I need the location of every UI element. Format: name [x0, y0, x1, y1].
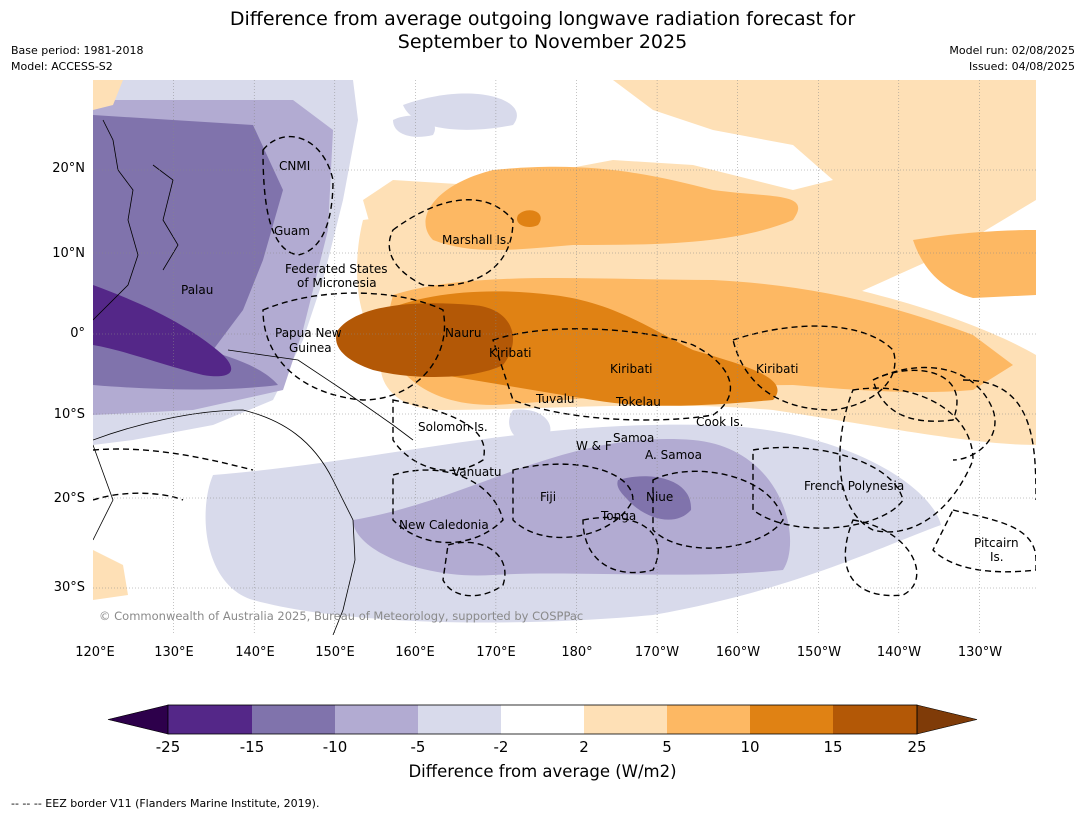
- title-line-1: Difference from average outgoing longwav…: [229, 8, 856, 30]
- eez-borders: [93, 135, 1036, 597]
- label-wallis-futuna: W & F: [576, 439, 612, 453]
- coastlines: [93, 119, 414, 635]
- meta-left: Base period: 1981-2018 Model: ACCESS-S2: [11, 43, 143, 75]
- label-pitcairn-2: Is.: [990, 550, 1004, 564]
- lat-label-20n: 20°N: [52, 161, 85, 176]
- label-palau: Palau: [181, 283, 214, 297]
- lon-label-120e: 120°E: [75, 645, 115, 660]
- colorbar-tick: -10: [322, 738, 348, 756]
- lat-label-10s: 10°S: [53, 407, 85, 422]
- colorbar-swatch-7: [667, 705, 750, 734]
- model-name: Model: ACCESS-S2: [11, 60, 113, 73]
- anomaly-fill-deep-purple: [93, 285, 232, 377]
- lon-label-170w: 170°W: [634, 645, 680, 660]
- label-american-samoa: A. Samoa: [645, 448, 702, 462]
- anomaly-fill-dark-orange: [336, 303, 513, 377]
- label-nauru: Nauru: [445, 326, 482, 340]
- colorbar-label: Difference from average (W/m2): [408, 762, 677, 781]
- copyright-notice: © Commonwealth of Australia 2025, Bureau…: [99, 609, 584, 623]
- colorbar-tick: 10: [740, 738, 760, 756]
- colorbar-tick: 25: [907, 738, 927, 756]
- colorbar-swatch-6: [584, 705, 667, 734]
- colorbar-swatch-9: [833, 705, 917, 734]
- colorbar-swatch-4: [418, 705, 501, 734]
- colorbar-tick: -5: [410, 738, 426, 756]
- lon-label-150w: 150°W: [796, 645, 842, 660]
- colorbar-tick: 5: [662, 738, 672, 756]
- lon-label-130w: 130°W: [957, 645, 1003, 660]
- colorbar-tick: -25: [155, 738, 181, 756]
- lon-label-180: 180°: [561, 645, 593, 660]
- lon-label-170e: 170°E: [476, 645, 516, 660]
- lat-label-equator: 0°: [70, 326, 85, 341]
- label-samoa: Samoa: [613, 431, 655, 445]
- label-solomon-islands: Solomon Is.: [418, 420, 488, 434]
- lat-label-30s: 30°S: [53, 580, 85, 595]
- colorbar-swatch-3: [335, 705, 418, 734]
- label-micronesia-2: of Micronesia: [297, 276, 377, 290]
- label-kiribati-west: Kiribati: [489, 346, 532, 360]
- label-png-2: Guinea: [289, 341, 332, 355]
- colorbar-tick: -2: [493, 738, 509, 756]
- label-french-polynesia: French Polynesia: [804, 479, 905, 493]
- colorbar-swatch-1: [168, 705, 252, 734]
- lat-label-10n: 10°N: [52, 246, 85, 261]
- colorbar-tick: 15: [823, 738, 843, 756]
- label-png-1: Papua New: [275, 326, 342, 340]
- eez-footnote: -- -- -- EEZ border V11 (Flanders Marine…: [11, 797, 320, 810]
- map-area[interactable]: CNMI Guam Marshall Is. Federated States …: [93, 80, 1036, 635]
- lat-label-20s: 20°S: [53, 491, 85, 506]
- label-tuvalu: Tuvalu: [536, 392, 575, 406]
- issued-date: Issued: 04/08/2025: [968, 60, 1075, 73]
- label-pitcairn-1: Pitcairn: [974, 536, 1019, 550]
- lon-label-130e: 130°E: [154, 645, 194, 660]
- label-micronesia-1: Federated States: [285, 262, 388, 276]
- label-marshall-islands: Marshall Is.: [442, 233, 510, 247]
- title-line-2: September to November 2025: [397, 31, 688, 53]
- label-tokelau: Tokelau: [616, 395, 661, 409]
- colorbar-tick: -15: [239, 738, 265, 756]
- label-cook-islands: Cook Is.: [696, 415, 744, 429]
- colorbar-swatch-5: [501, 705, 584, 734]
- map-canvas: [93, 80, 1036, 635]
- colorbar-max-arrow: [916, 704, 978, 735]
- colorbar-swatch-2: [252, 705, 335, 734]
- chart-title: Difference from average outgoing longwav…: [0, 8, 1085, 54]
- label-kiribati-central: Kiribati: [610, 362, 653, 376]
- colorbar-frame: [167, 704, 918, 735]
- lon-label-160e: 160°E: [395, 645, 435, 660]
- lon-label-140w: 140°W: [876, 645, 922, 660]
- lon-label-160w: 160°W: [715, 645, 761, 660]
- label-fiji: Fiji: [540, 490, 557, 504]
- graticule: [93, 80, 1036, 635]
- label-guam: Guam: [274, 224, 310, 238]
- colorbar-min-arrow: [107, 704, 169, 735]
- meta-right: Model run: 02/08/2025 Issued: 04/08/2025: [949, 43, 1075, 75]
- colorbar-swatch-8: [750, 705, 833, 734]
- label-cnmi: CNMI: [279, 159, 311, 173]
- label-vanuatu: Vanuatu: [452, 465, 502, 479]
- colorbar-tick: 2: [579, 738, 589, 756]
- label-niue: Niue: [646, 490, 674, 504]
- lon-label-140e: 140°E: [235, 645, 275, 660]
- lon-label-150e: 150°E: [315, 645, 355, 660]
- label-kiribati-east: Kiribati: [756, 362, 799, 376]
- base-period: Base period: 1981-2018: [11, 44, 144, 57]
- label-new-caledonia: New Caledonia: [399, 518, 489, 532]
- model-run: Model run: 02/08/2025: [949, 44, 1075, 57]
- label-tonga: Tonga: [601, 509, 637, 523]
